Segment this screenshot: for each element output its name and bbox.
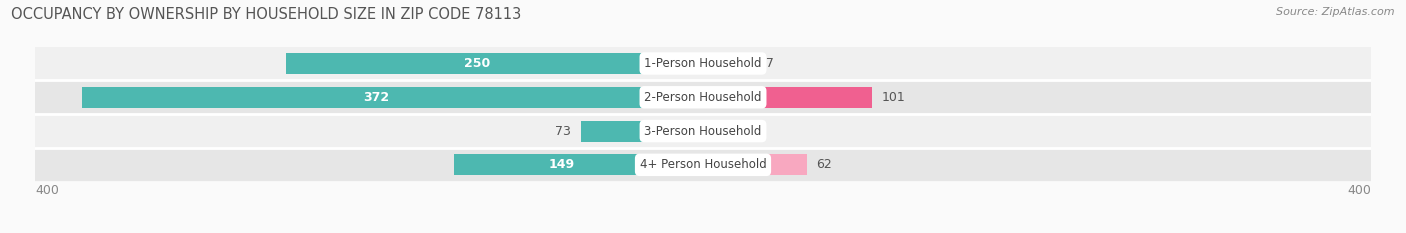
Bar <box>285 53 703 74</box>
Text: 250: 250 <box>464 57 491 70</box>
Text: 62: 62 <box>817 158 832 171</box>
Text: 4+ Person Household: 4+ Person Household <box>640 158 766 171</box>
Text: 73: 73 <box>555 125 571 137</box>
Bar <box>35 81 1371 114</box>
Bar <box>35 47 1371 80</box>
Bar <box>703 121 731 141</box>
Text: 27: 27 <box>758 57 773 70</box>
Bar <box>35 148 1371 182</box>
Bar <box>703 87 872 108</box>
Text: 400: 400 <box>35 185 59 197</box>
Bar <box>35 114 1371 148</box>
Bar <box>703 154 807 175</box>
Text: 3-Person Household: 3-Person Household <box>644 125 762 137</box>
Bar <box>581 121 703 141</box>
Text: 17: 17 <box>741 125 758 137</box>
Bar <box>82 87 703 108</box>
Text: 372: 372 <box>363 91 389 104</box>
Text: 1-Person Household: 1-Person Household <box>644 57 762 70</box>
Text: 2-Person Household: 2-Person Household <box>644 91 762 104</box>
Text: 400: 400 <box>1347 185 1371 197</box>
Text: Source: ZipAtlas.com: Source: ZipAtlas.com <box>1277 7 1395 17</box>
Text: 149: 149 <box>548 158 575 171</box>
Text: OCCUPANCY BY OWNERSHIP BY HOUSEHOLD SIZE IN ZIP CODE 78113: OCCUPANCY BY OWNERSHIP BY HOUSEHOLD SIZE… <box>11 7 522 22</box>
Bar <box>454 154 703 175</box>
Bar <box>703 53 748 74</box>
Text: 101: 101 <box>882 91 905 104</box>
